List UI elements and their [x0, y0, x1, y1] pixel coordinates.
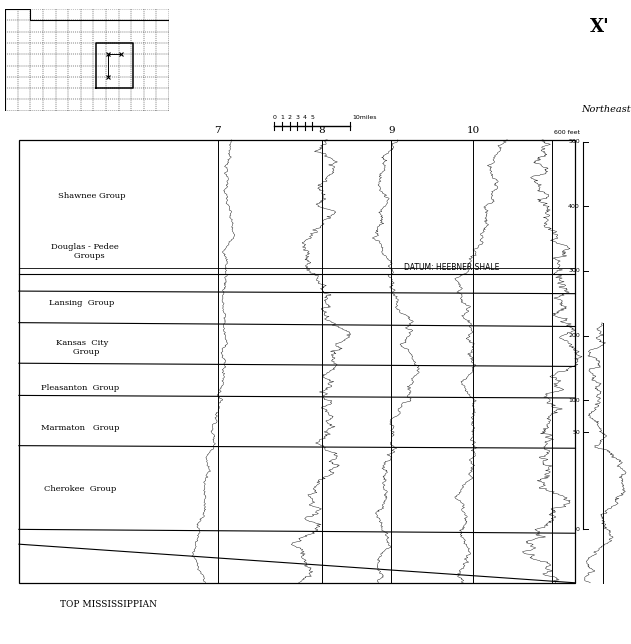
Text: X': X' [589, 18, 610, 36]
Text: 400: 400 [568, 204, 580, 209]
Text: TOP MISSISSIPPIAN: TOP MISSISSIPPIAN [60, 600, 157, 609]
Text: 4: 4 [303, 115, 307, 120]
Text: 5: 5 [310, 115, 314, 120]
Text: Lansing  Group: Lansing Group [49, 299, 115, 307]
Text: 0: 0 [273, 115, 276, 120]
Text: 500: 500 [569, 139, 580, 144]
Text: Cherokee  Group: Cherokee Group [44, 486, 116, 493]
Text: 1: 1 [280, 115, 284, 120]
Text: 200: 200 [568, 333, 580, 338]
Text: 7: 7 [215, 126, 221, 135]
Bar [19, 140, 575, 583]
Text: 9: 9 [388, 126, 394, 135]
Text: 10miles: 10miles [353, 115, 377, 120]
Text: Marmaton   Group: Marmaton Group [41, 424, 119, 432]
Text: 300: 300 [568, 269, 580, 273]
Text: 100: 100 [569, 398, 580, 402]
Text: 2: 2 [288, 115, 292, 120]
Text: Northeast: Northeast [581, 105, 630, 114]
Text: 50: 50 [572, 430, 580, 435]
Text: 8: 8 [319, 126, 325, 135]
Text: 600 feet: 600 feet [554, 130, 580, 135]
Text: Douglas - Pedee
   Groups: Douglas - Pedee Groups [51, 243, 119, 260]
Text: 0: 0 [576, 527, 580, 532]
Text: 3: 3 [295, 115, 299, 120]
Text: 10: 10 [467, 126, 480, 135]
Text: Shawnee Group: Shawnee Group [58, 193, 125, 200]
Text: Kansas  City
   Group: Kansas City Group [56, 339, 109, 356]
Text: DATUM: HEEBNER SHALE: DATUM: HEEBNER SHALE [404, 263, 499, 272]
Text: Pleasanton  Group: Pleasanton Group [41, 384, 119, 392]
